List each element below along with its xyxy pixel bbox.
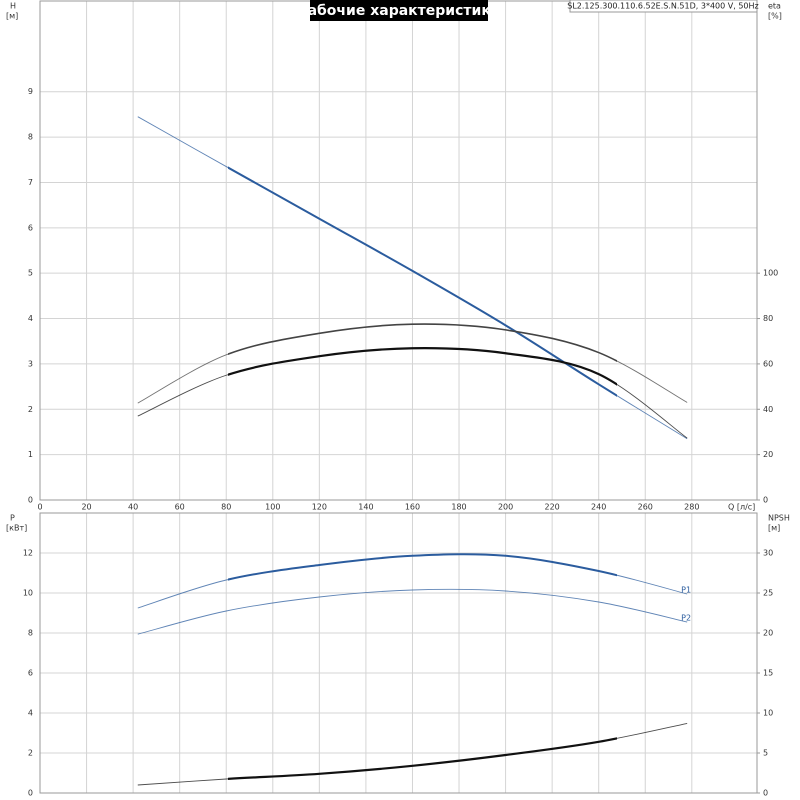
series-label: P1 [681, 586, 691, 595]
y-tick-label: 7 [28, 178, 33, 187]
y-tick-label: 6 [28, 669, 33, 678]
y2-axis-label: eta [768, 2, 781, 11]
y2-tick-label: 20 [763, 450, 773, 459]
series-label: P2 [681, 614, 691, 623]
y-axis-label: H [10, 2, 16, 11]
curve-operating [228, 347, 617, 386]
x-tick-label: 80 [221, 503, 231, 512]
chart-title: Рабочие характеристики [297, 3, 500, 19]
x-tick-label: 40 [128, 503, 138, 512]
y-axis-label: P [10, 514, 15, 523]
y2-tick-label: 15 [763, 669, 773, 678]
y2-tick-label: 80 [763, 314, 773, 323]
y2-axis-unit: [м] [768, 524, 780, 533]
subtitle-box [569, 0, 758, 13]
y2-tick-label: 40 [763, 405, 773, 414]
y-tick-label: 2 [28, 405, 33, 414]
y2-tick-label: 10 [763, 709, 773, 718]
y2-tick-label: 30 [763, 549, 773, 558]
y-tick-label: 1 [28, 450, 33, 459]
y-tick-label: 6 [28, 223, 33, 232]
x-tick-label: 0 [37, 503, 42, 512]
y-tick-label: 8 [28, 629, 33, 638]
curve [137, 588, 688, 635]
y-axis-unit: [м] [6, 12, 18, 21]
x-tick-label: 60 [175, 503, 185, 512]
y-tick-label: 2 [28, 749, 33, 758]
curve-operating [228, 737, 617, 780]
curve-operating [228, 323, 617, 362]
y2-tick-label: 20 [763, 629, 773, 638]
y2-tick-label: 100 [763, 269, 778, 278]
y-tick-label: 0 [28, 496, 33, 505]
x-tick-label: 100 [265, 503, 280, 512]
x-tick-label: 220 [545, 503, 560, 512]
x-tick-label: 200 [498, 503, 513, 512]
x-tick-label: 280 [684, 503, 699, 512]
y2-axis-label: NPSH [768, 514, 790, 523]
y-tick-label: 0 [28, 789, 33, 798]
x-axis-label: Q [л/с] [728, 503, 755, 512]
title-box [310, 0, 488, 21]
y-tick-label: 4 [28, 314, 33, 323]
y2-tick-label: 25 [763, 589, 773, 598]
y-tick-label: 5 [28, 269, 33, 278]
x-tick-label: 120 [312, 503, 327, 512]
y-tick-label: 3 [28, 359, 33, 368]
y-axis-unit: [кВт] [6, 524, 27, 533]
plot-frame [39, 512, 758, 794]
plot-frame [39, 0, 758, 501]
curve-operating [228, 553, 617, 581]
y2-tick-label: 5 [763, 749, 768, 758]
y-tick-label: 10 [23, 589, 33, 598]
curve-operating [228, 166, 617, 397]
y2-tick-label: 0 [763, 789, 768, 798]
x-tick-label: 260 [638, 503, 653, 512]
x-tick-label: 160 [405, 503, 420, 512]
y-tick-label: 12 [23, 549, 33, 558]
y-tick-label: 8 [28, 133, 33, 142]
x-tick-label: 240 [591, 503, 606, 512]
y2-axis-unit: [%] [768, 12, 782, 21]
y2-tick-label: 60 [763, 359, 773, 368]
y-tick-label: 4 [28, 709, 33, 718]
x-tick-label: 20 [81, 503, 91, 512]
x-tick-label: 140 [358, 503, 373, 512]
y-tick-label: 9 [28, 87, 33, 96]
y2-tick-label: 0 [763, 496, 768, 505]
x-tick-label: 180 [451, 503, 466, 512]
subtitle: SL2.125.300.110.6.52E.S.N.51D, 3*400 V, … [567, 2, 758, 11]
